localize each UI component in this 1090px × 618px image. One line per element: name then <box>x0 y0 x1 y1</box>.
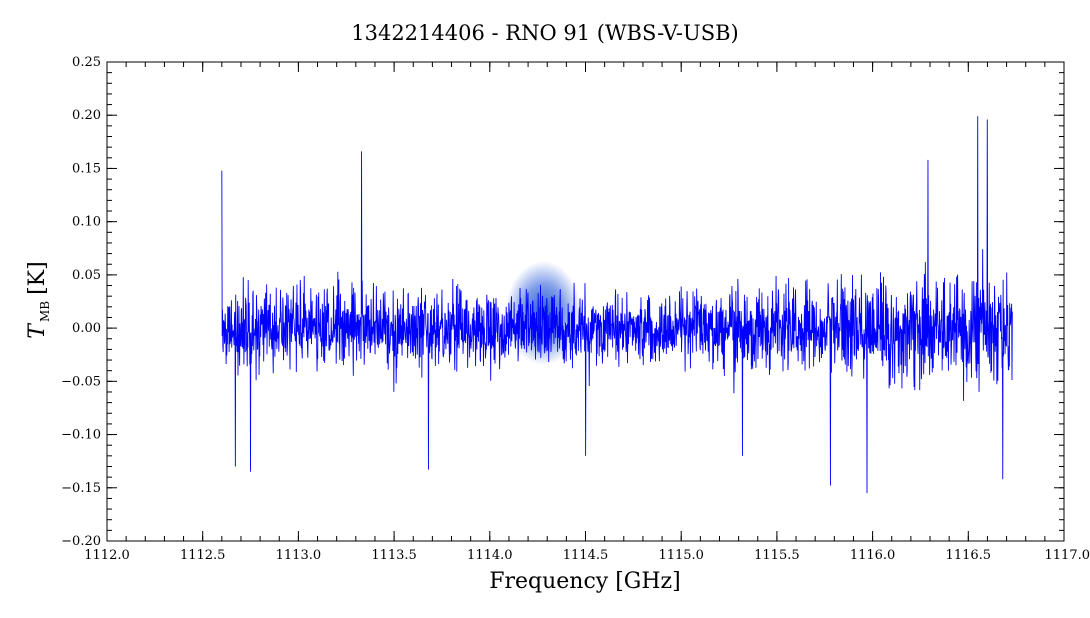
x-tick-label: 1115.5 <box>754 548 800 563</box>
y-tick-label: −0.20 <box>61 534 101 549</box>
x-tick-label: 1114.5 <box>563 548 609 563</box>
y-axis: −0.20 −0.15 −0.10 −0.05 0.00 0.05 0.10 0.15 0.20… <box>61 55 1064 549</box>
y-tick-label: 0.25 <box>72 55 101 70</box>
y-tick-label: 0.00 <box>72 321 101 336</box>
x-tick-label: 1114.0 <box>467 548 513 563</box>
x-tick-label: 1115.0 <box>658 548 704 563</box>
x-tick-label: 1113.5 <box>371 548 417 563</box>
y-tick-label: −0.10 <box>61 428 101 443</box>
y-tick-label: 0.10 <box>72 215 101 230</box>
x-tick-label: 1112.5 <box>180 548 226 563</box>
y-axis-label-subscript: MB <box>38 301 52 322</box>
y-axis-label-symbol: T <box>25 322 50 339</box>
y-tick-label: 0.05 <box>72 268 101 283</box>
y-tick-label: −0.15 <box>61 481 101 496</box>
x-tick-label: 1116.0 <box>850 548 896 563</box>
y-tick-label: −0.05 <box>61 374 101 389</box>
x-axis-label: Frequency [GHz] <box>489 569 681 594</box>
x-tick-label: 1116.5 <box>946 548 992 563</box>
x-tick-label: 1112.0 <box>84 548 130 563</box>
y-axis-label: TMB [K] <box>25 261 52 338</box>
x-tick-label: 1113.0 <box>276 548 322 563</box>
spectrum-line <box>221 116 1013 494</box>
chart-title: 1342214406 - RNO 91 (WBS-V-USB) <box>351 21 739 45</box>
spectrum-series <box>221 116 1013 494</box>
y-tick-label: 0.20 <box>72 108 101 123</box>
x-axis: 1112.0 1112.5 1113.0 1113.5 1114.0 1114.5 1115… <box>84 62 1090 563</box>
y-tick-label: 0.15 <box>72 161 101 176</box>
x-tick-label: 1117.0 <box>1045 548 1090 563</box>
y-axis-label-unit: [K] <box>25 261 50 295</box>
